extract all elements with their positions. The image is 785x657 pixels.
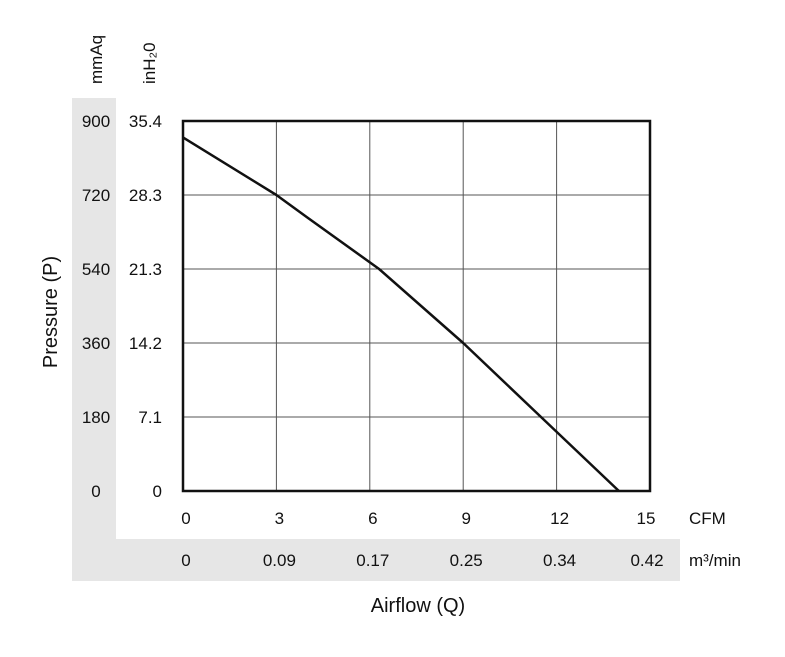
y-tick-label-primary: 540 [82,260,110,279]
x-tick-label-primary: 12 [550,509,569,528]
x-tick-label-secondary: 0.34 [543,551,576,570]
x-tick-label-primary: 6 [368,509,377,528]
x-tick-label-secondary: 0.17 [356,551,389,570]
y-tick-label-secondary: 7.1 [138,408,162,427]
y-tick-label-secondary: 35.4 [129,112,162,131]
y-tick-label-secondary: 14.2 [129,334,162,353]
y-unit-primary: mmAq [87,35,106,84]
x-tick-label-secondary: 0.25 [450,551,483,570]
y-tick-label-secondary: 21.3 [129,260,162,279]
y-tick-label-primary: 180 [82,408,110,427]
y-unit-secondary: inH₂0 [140,42,159,84]
x-tick-label-primary: 0 [181,509,190,528]
plot-frame [181,119,652,493]
x-tick-label-secondary: 0.42 [630,551,663,570]
y-primary-band [72,98,116,581]
y-tick-label-primary: 360 [82,334,110,353]
x-tick-label-primary: 3 [275,509,284,528]
x-tick-label-secondary: 0.09 [263,551,296,570]
x-axis-title: Airflow (Q) [371,595,465,617]
y-tick-label-secondary: 28.3 [129,186,162,205]
x-secondary-band [72,539,680,581]
series-layer [182,136,620,492]
x-tick-label-primary: 9 [461,509,470,528]
x-tick-label-secondary: 0 [181,551,190,570]
tick-labels: 0 180 360 540 720 900 0 7.1 14.2 21.3 28.3 35.4 0 3 6 9… [82,112,664,570]
grid [183,121,650,491]
y-tick-label-primary: 0 [91,482,100,501]
y-axis-title: Pressure (P) [40,256,62,368]
series-line [182,136,620,492]
y-tick-label-primary: 900 [82,112,110,131]
x-unit-secondary: m³/min [689,551,741,570]
y-tick-label-primary: 720 [82,186,110,205]
x-unit-primary: CFM [689,509,726,528]
x-tick-label-primary: 15 [637,509,656,528]
y-tick-label-secondary: 0 [153,482,162,501]
